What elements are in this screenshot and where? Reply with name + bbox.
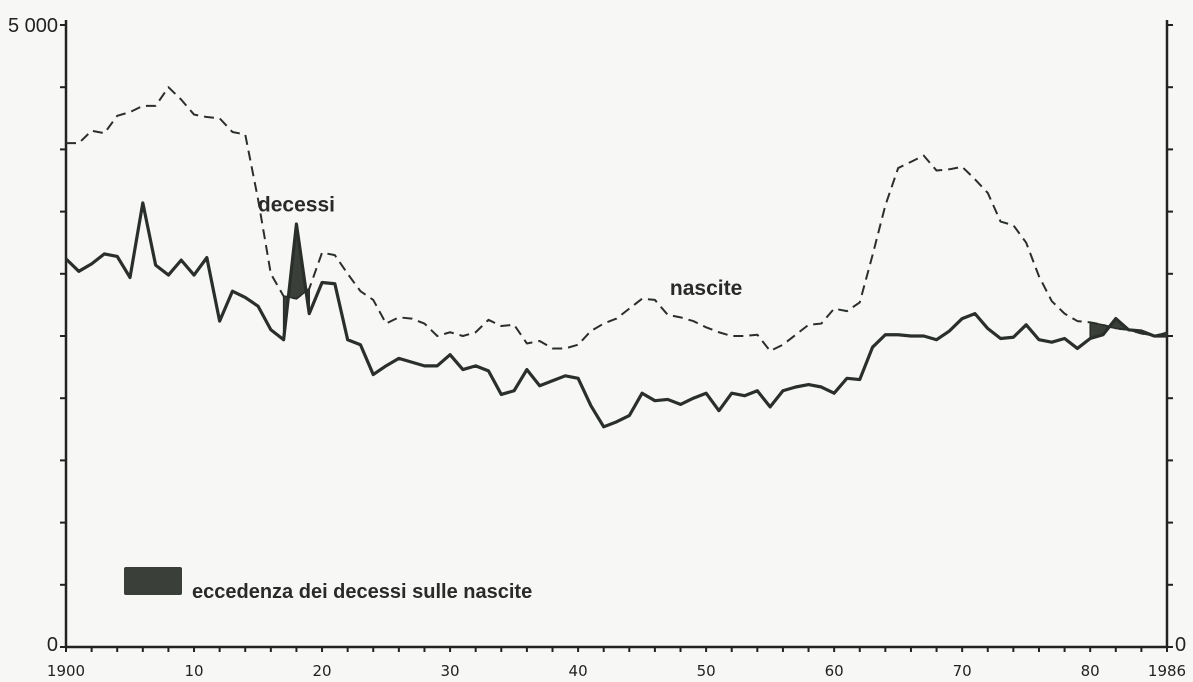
series-line-decessi — [64, 201, 1167, 429]
x-tick-label: 20 — [312, 662, 331, 680]
y-tick-label: 5 000 — [8, 15, 58, 37]
x-tick-label: 30 — [441, 662, 460, 680]
x-tick-label: 1986 — [1148, 662, 1186, 680]
series-line-nascite — [66, 86, 1168, 352]
x-tick-label: 80 — [1081, 662, 1100, 680]
annotation-decessi: decessi — [258, 194, 335, 217]
y-tick-label: 0 — [47, 634, 58, 656]
ticks — [60, 24, 1173, 652]
series-lines — [64, 86, 1168, 429]
tick-labels: 1900 10 20 30 40 50 60 70 80 1986 5 000 0 0 — [8, 15, 1186, 680]
annotations: decessi nascite — [258, 194, 742, 300]
annotation-nascite: nascite — [670, 277, 742, 300]
x-tick-label: 60 — [825, 662, 844, 680]
x-tick-label: 70 — [953, 662, 972, 680]
x-tick-label: 10 — [184, 662, 203, 680]
x-tick-label: 1900 — [47, 662, 85, 680]
legend-label: eccedenza dei decessi sulle nascite — [192, 581, 532, 603]
y-tick-label-right: 0 — [1175, 634, 1186, 656]
x-tick-label: 50 — [697, 662, 716, 680]
legend-swatch — [124, 567, 182, 595]
x-tick-label: 40 — [569, 662, 588, 680]
legend: eccedenza dei decessi sulle nascite — [124, 567, 532, 603]
frame — [64, 20, 1169, 649]
